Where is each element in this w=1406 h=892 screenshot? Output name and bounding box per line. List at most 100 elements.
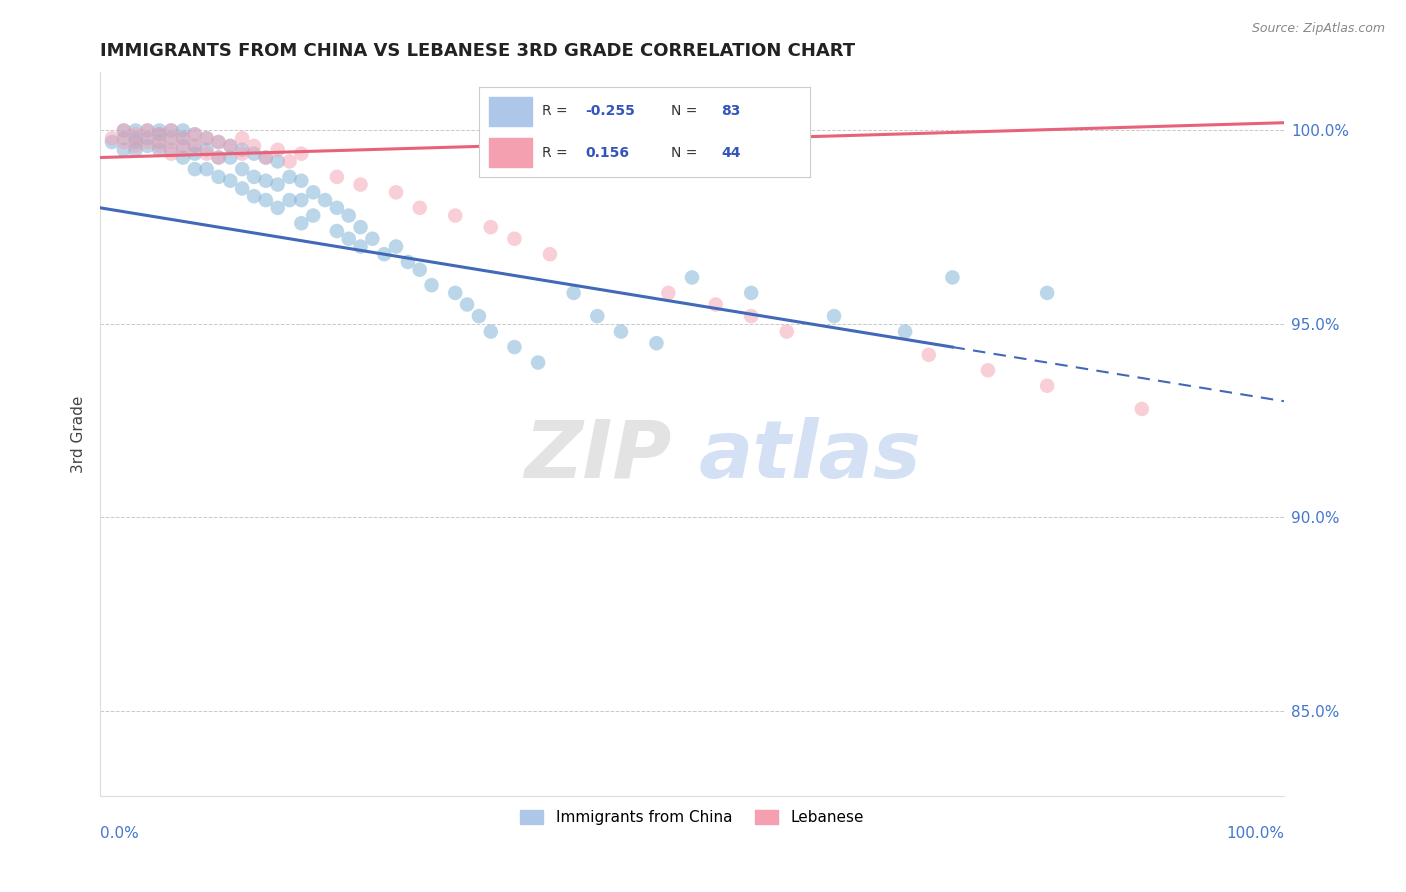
Point: [278, 193, 301, 207]
Point: [326, 201, 349, 215]
Point: [195, 162, 218, 177]
Point: [1036, 378, 1059, 392]
Point: [290, 216, 312, 230]
Point: [112, 123, 135, 137]
Point: [172, 131, 194, 145]
Point: [267, 143, 290, 157]
Point: [148, 143, 170, 157]
Point: [160, 143, 183, 157]
Text: Source: ZipAtlas.com: Source: ZipAtlas.com: [1251, 22, 1385, 36]
Point: [148, 135, 170, 149]
Point: [172, 123, 194, 137]
Point: [195, 131, 218, 145]
Point: [160, 146, 183, 161]
Point: [254, 151, 277, 165]
Point: [479, 220, 502, 235]
Point: [349, 220, 371, 235]
Point: [136, 123, 159, 137]
Point: [527, 355, 550, 369]
Point: [184, 128, 207, 142]
Point: [503, 340, 526, 354]
Point: [172, 139, 194, 153]
Point: [231, 181, 253, 195]
Point: [124, 135, 146, 149]
Point: [776, 325, 799, 339]
Point: [195, 143, 218, 157]
Point: [219, 139, 242, 153]
Point: [444, 285, 467, 300]
Point: [112, 143, 135, 157]
Point: [456, 297, 478, 311]
Point: [148, 128, 170, 142]
Point: [326, 169, 349, 184]
Point: [538, 247, 561, 261]
Point: [337, 232, 360, 246]
Point: [361, 232, 384, 246]
Point: [184, 139, 207, 153]
Text: ZIP: ZIP: [523, 417, 671, 495]
Point: [254, 193, 277, 207]
Point: [136, 123, 159, 137]
Point: [657, 285, 679, 300]
Point: [918, 348, 941, 362]
Point: [136, 131, 159, 145]
Point: [160, 123, 183, 137]
Point: [314, 193, 336, 207]
Point: [184, 162, 207, 177]
Point: [124, 128, 146, 142]
Y-axis label: 3rd Grade: 3rd Grade: [72, 395, 86, 473]
Point: [267, 154, 290, 169]
Point: [278, 154, 301, 169]
Point: [740, 285, 762, 300]
Point: [267, 201, 290, 215]
Point: [112, 123, 135, 137]
Point: [207, 135, 229, 149]
Point: [420, 278, 443, 293]
Text: IMMIGRANTS FROM CHINA VS LEBANESE 3RD GRADE CORRELATION CHART: IMMIGRANTS FROM CHINA VS LEBANESE 3RD GR…: [100, 42, 855, 60]
Point: [409, 262, 432, 277]
Point: [219, 151, 242, 165]
Point: [302, 209, 325, 223]
Point: [160, 131, 183, 145]
Point: [326, 224, 349, 238]
Point: [290, 146, 312, 161]
Point: [207, 135, 229, 149]
Point: [254, 174, 277, 188]
Point: [195, 131, 218, 145]
Point: [219, 174, 242, 188]
Point: [207, 151, 229, 165]
Point: [977, 363, 1000, 377]
Point: [278, 169, 301, 184]
Point: [172, 131, 194, 145]
Point: [136, 139, 159, 153]
Point: [243, 146, 266, 161]
Point: [160, 123, 183, 137]
Point: [562, 285, 585, 300]
Point: [184, 139, 207, 153]
Point: [586, 309, 609, 323]
Point: [254, 151, 277, 165]
Point: [124, 123, 146, 137]
Point: [207, 169, 229, 184]
Point: [337, 209, 360, 223]
Point: [243, 139, 266, 153]
Point: [349, 239, 371, 253]
Point: [681, 270, 703, 285]
Point: [1130, 401, 1153, 416]
Point: [124, 143, 146, 157]
Point: [740, 309, 762, 323]
Point: [231, 143, 253, 157]
Point: [124, 139, 146, 153]
Point: [184, 146, 207, 161]
Point: [243, 189, 266, 203]
Point: [219, 139, 242, 153]
Legend: Immigrants from China, Lebanese: Immigrants from China, Lebanese: [515, 805, 870, 831]
Point: [148, 139, 170, 153]
Text: 100.0%: 100.0%: [1226, 826, 1284, 841]
Point: [302, 186, 325, 200]
Point: [396, 255, 419, 269]
Point: [610, 325, 633, 339]
Point: [349, 178, 371, 192]
Text: 0.0%: 0.0%: [100, 826, 139, 841]
Text: atlas: atlas: [699, 417, 922, 495]
